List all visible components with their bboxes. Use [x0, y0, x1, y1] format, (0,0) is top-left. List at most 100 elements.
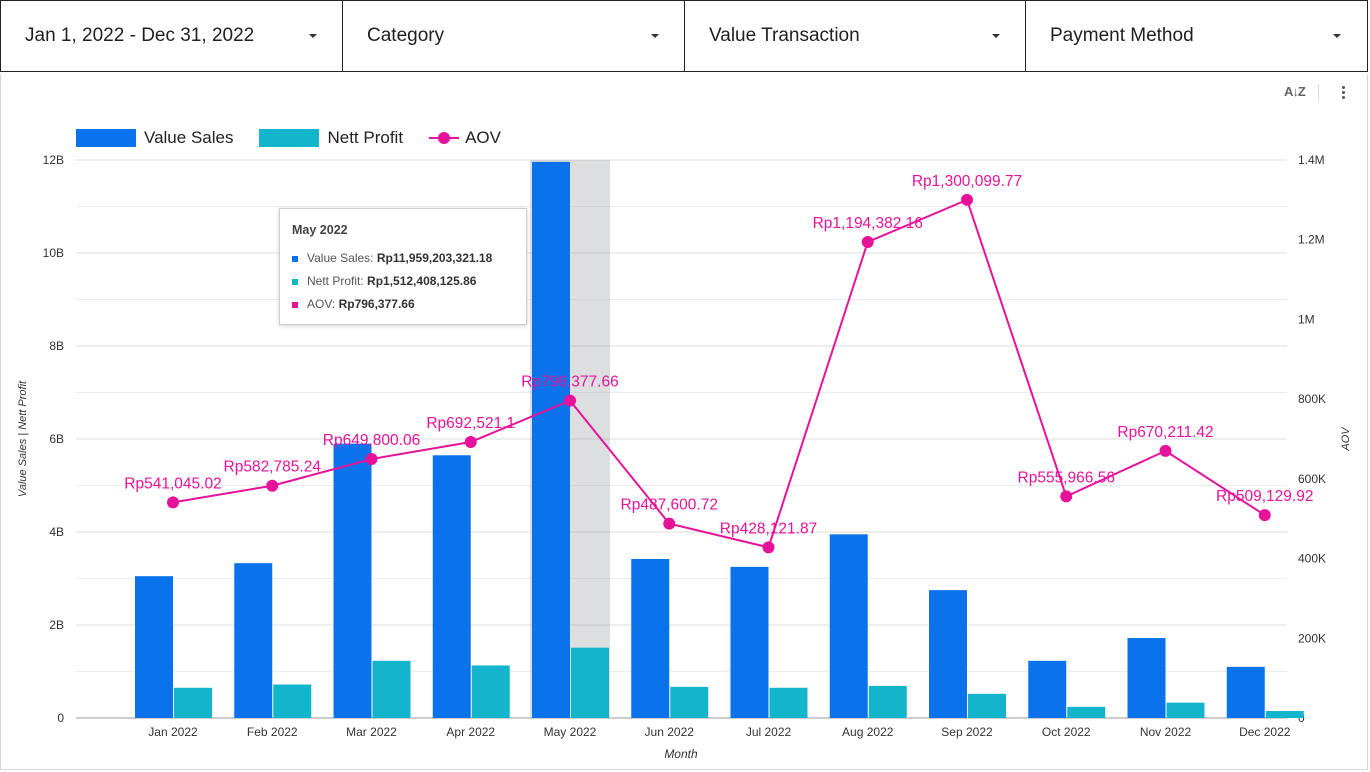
y2-tick-label: 1.2M [1298, 233, 1325, 247]
bar-nett-profit [968, 693, 1006, 718]
x-tick-label: Nov 2022 [1140, 725, 1192, 739]
bar-value-sales [1127, 638, 1166, 718]
x-tick-label: Sep 2022 [941, 725, 993, 739]
aov-point [961, 193, 973, 206]
aov-data-label: Rp649,800.06 [323, 432, 420, 449]
dropdown-caret-icon [651, 34, 659, 38]
date-range-label: Jan 1, 2022 - Dec 31, 2022 [25, 25, 255, 46]
bar-nett-profit [174, 687, 212, 718]
tooltip-label: AOV: [307, 297, 339, 311]
legend-label-value-sales: Value Sales [144, 128, 234, 147]
legend-swatch-nett-profit [259, 129, 320, 147]
y2-tick-label: 400K [1298, 552, 1326, 566]
aov-point [266, 479, 279, 492]
y2-axis-title: AOV [1340, 426, 1352, 452]
chart-legend: Value Sales Nett Profit AOV [76, 126, 527, 150]
filter-bar: Jan 1, 2022 - Dec 31, 2022 Category Valu… [0, 0, 1370, 74]
tooltip-value: Rp1,512,408,125.86 [367, 274, 477, 288]
aov-data-label: Rp692,521.1 [426, 415, 515, 432]
aov-point [1060, 490, 1073, 503]
bar-value-sales [532, 161, 570, 719]
payment-method-filter[interactable]: Payment Method [1025, 0, 1368, 72]
tooltip-value: Rp796,377.66 [338, 297, 415, 311]
tooltip-row-aov: AOV: Rp796,377.66 [292, 297, 415, 311]
payment-method-label: Payment Method [1050, 25, 1194, 46]
bar-value-sales [333, 443, 372, 718]
bar-value-sales [929, 590, 967, 718]
bar-nett-profit [372, 660, 411, 718]
aov-data-label: Rp555,966.56 [1018, 469, 1115, 486]
legend-swatch-value-sales [76, 129, 136, 147]
aov-data-label: Rp428,121.87 [720, 520, 817, 537]
bar-nett-profit [1265, 711, 1304, 718]
x-tick-label: Aug 2022 [842, 725, 894, 739]
bar-value-sales [1028, 660, 1067, 718]
bar-value-sales [432, 455, 471, 718]
bar-value-sales [234, 563, 273, 718]
x-tick-label: Apr 2022 [446, 725, 495, 739]
bar-value-sales [730, 566, 769, 718]
chart-tooltip: May 2022 Value Sales: Rp11,959,203,321.1… [279, 208, 527, 325]
legend-label-nett-profit: Nett Profit [327, 128, 404, 147]
y2-tick-label: 600K [1298, 472, 1326, 486]
y-axis-title: Value Sales | Nett Profit [17, 380, 29, 497]
legend-item-aov[interactable]: AOV [429, 128, 501, 148]
aov-data-label: Rp670,211.42 [1117, 424, 1213, 441]
bar-nett-profit [471, 665, 510, 718]
x-tick-label: Jul 2022 [746, 725, 792, 739]
bar-nett-profit [273, 684, 312, 718]
aov-line [172, 198, 1266, 549]
y-tick-label: 6B [49, 432, 64, 446]
x-tick-label: Oct 2022 [1042, 725, 1091, 739]
aov-point [564, 394, 576, 407]
y-tick-label: 0 [57, 711, 64, 725]
sort-az-icon[interactable]: A↓Z [1284, 84, 1306, 99]
x-tick-label: Feb 2022 [247, 725, 298, 739]
x-axis-title: Month [664, 747, 698, 761]
legend-item-value-sales[interactable]: Value Sales [76, 128, 233, 148]
tooltip-label: Value Sales: [307, 251, 377, 265]
chart-panel [0, 74, 1368, 770]
dropdown-caret-icon [992, 34, 1000, 38]
x-tick-label: Mar 2022 [346, 725, 397, 739]
bar-nett-profit [1067, 706, 1106, 718]
aov-point [762, 541, 775, 554]
category-filter[interactable]: Category [342, 0, 686, 72]
aov-data-label: Rp796,377.66 [521, 374, 618, 391]
tooltip-row-nett-profit: Nett Profit: Rp1,512,408,125.86 [292, 274, 476, 288]
x-tick-label: Dec 2022 [1239, 725, 1291, 739]
x-tick-label: May 2022 [544, 725, 597, 739]
bar-value-sales [829, 534, 868, 718]
aov-point [663, 517, 676, 530]
bar-nett-profit [868, 685, 907, 718]
value-transaction-filter[interactable]: Value Transaction [684, 0, 1027, 72]
aov-data-label: Rp541,045.02 [124, 475, 221, 492]
toolbar-divider [1318, 84, 1319, 102]
legend-item-nett-profit[interactable]: Nett Profit [259, 128, 403, 148]
bar-nett-profit [769, 687, 808, 718]
dropdown-caret-icon [309, 34, 317, 38]
aov-data-label: Rp509,129.92 [1216, 488, 1313, 505]
aov-data-label: Rp487,600.72 [621, 497, 718, 514]
bar-value-sales [135, 576, 173, 718]
legend-swatch-aov [429, 129, 460, 147]
aov-point [861, 235, 874, 248]
y2-tick-label: 200K [1298, 631, 1326, 645]
aov-point [1258, 509, 1271, 522]
value-transaction-label: Value Transaction [709, 25, 860, 46]
tooltip-row-value-sales: Value Sales: Rp11,959,203,321.18 [292, 251, 492, 265]
bar-value-sales [631, 558, 670, 718]
legend-label-aov: AOV [465, 128, 501, 147]
x-tick-label: Jun 2022 [645, 725, 695, 739]
tooltip-value: Rp11,959,203,321.18 [376, 251, 493, 265]
more-options-icon[interactable] [1336, 84, 1350, 104]
bar-nett-profit [571, 647, 609, 718]
aov-point [464, 435, 477, 448]
y2-tick-label: 800K [1298, 392, 1326, 406]
date-range-filter[interactable]: Jan 1, 2022 - Dec 31, 2022 [0, 0, 344, 72]
tooltip-title: May 2022 [292, 223, 348, 237]
bar-nett-profit [670, 686, 709, 718]
tooltip-label: Nett Profit: [307, 274, 368, 288]
x-tick-label: Jan 2022 [148, 725, 198, 739]
